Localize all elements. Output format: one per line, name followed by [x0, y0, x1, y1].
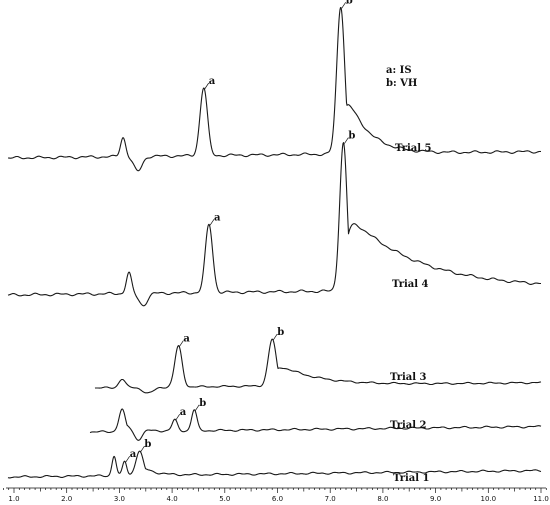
x-tick-label: 2.0 — [61, 495, 72, 503]
trial-labels-group: Trial 5 Trial 4 Trial 3 Trial 2 Trial 1 — [390, 143, 432, 484]
peak-leader-line — [341, 2, 346, 9]
peak-leader-line — [179, 340, 184, 347]
x-tick-label: 6.0 — [272, 495, 283, 503]
x-tick-label: 3.0 — [114, 495, 125, 503]
x-tick-label: 1.0 — [8, 495, 19, 503]
x-tick-label: 4.0 — [167, 495, 178, 503]
trace-trial-5 — [7, 6, 542, 172]
peak-leader-line — [175, 414, 180, 421]
legend-entry-b: b: VH — [386, 78, 417, 89]
x-tick-label: 5.0 — [219, 495, 230, 503]
peak-label-a: a — [209, 76, 216, 87]
x-tick-label: 8.0 — [377, 495, 388, 503]
peak-label-a: a — [183, 334, 190, 345]
peak-label-a: a — [214, 212, 221, 223]
traces-group — [7, 6, 542, 479]
peak-leader-line — [272, 333, 278, 341]
trial-label: Trial 1 — [393, 473, 430, 484]
trace-trial-1 — [7, 450, 542, 479]
peak-leader-line — [204, 82, 209, 90]
legend-entry-a: a: IS — [386, 65, 412, 76]
peak-leader-line — [209, 219, 215, 226]
peak-label-a: a — [130, 449, 137, 460]
x-tick-label: 10.0 — [481, 495, 497, 503]
x-tick-label: 11.0 — [533, 495, 549, 503]
peak-label-b: b — [144, 439, 151, 450]
trace-trial-2 — [89, 408, 542, 441]
trial-label: Trial 2 — [390, 420, 427, 431]
x-tick-label: 7.0 — [325, 495, 336, 503]
peak-label-b: b — [277, 327, 284, 338]
peak-label-b: b — [199, 398, 206, 409]
trace-trial-3 — [94, 338, 542, 394]
peak-leader-line — [140, 446, 145, 453]
x-tick-label: 9.0 — [430, 495, 441, 503]
peak-leader-line — [125, 456, 130, 463]
trial-label: Trial 4 — [392, 279, 429, 290]
peak-label-a: a — [180, 407, 187, 418]
trace-trial-4 — [7, 142, 542, 307]
trial-label: Trial 5 — [395, 143, 432, 154]
peak-label-b: b — [348, 131, 355, 142]
peak-leader-line — [344, 137, 349, 144]
peak-leader-line — [194, 404, 200, 411]
trial-label: Trial 3 — [390, 372, 427, 383]
legend: a: IS b: VH — [386, 65, 417, 89]
peak-label-b: b — [346, 0, 353, 6]
x-axis: 1.0 2.0 3.0 4.0 5.0 6.0 7.0 8.0 9.0 10.0 11.0 — [3, 487, 549, 503]
